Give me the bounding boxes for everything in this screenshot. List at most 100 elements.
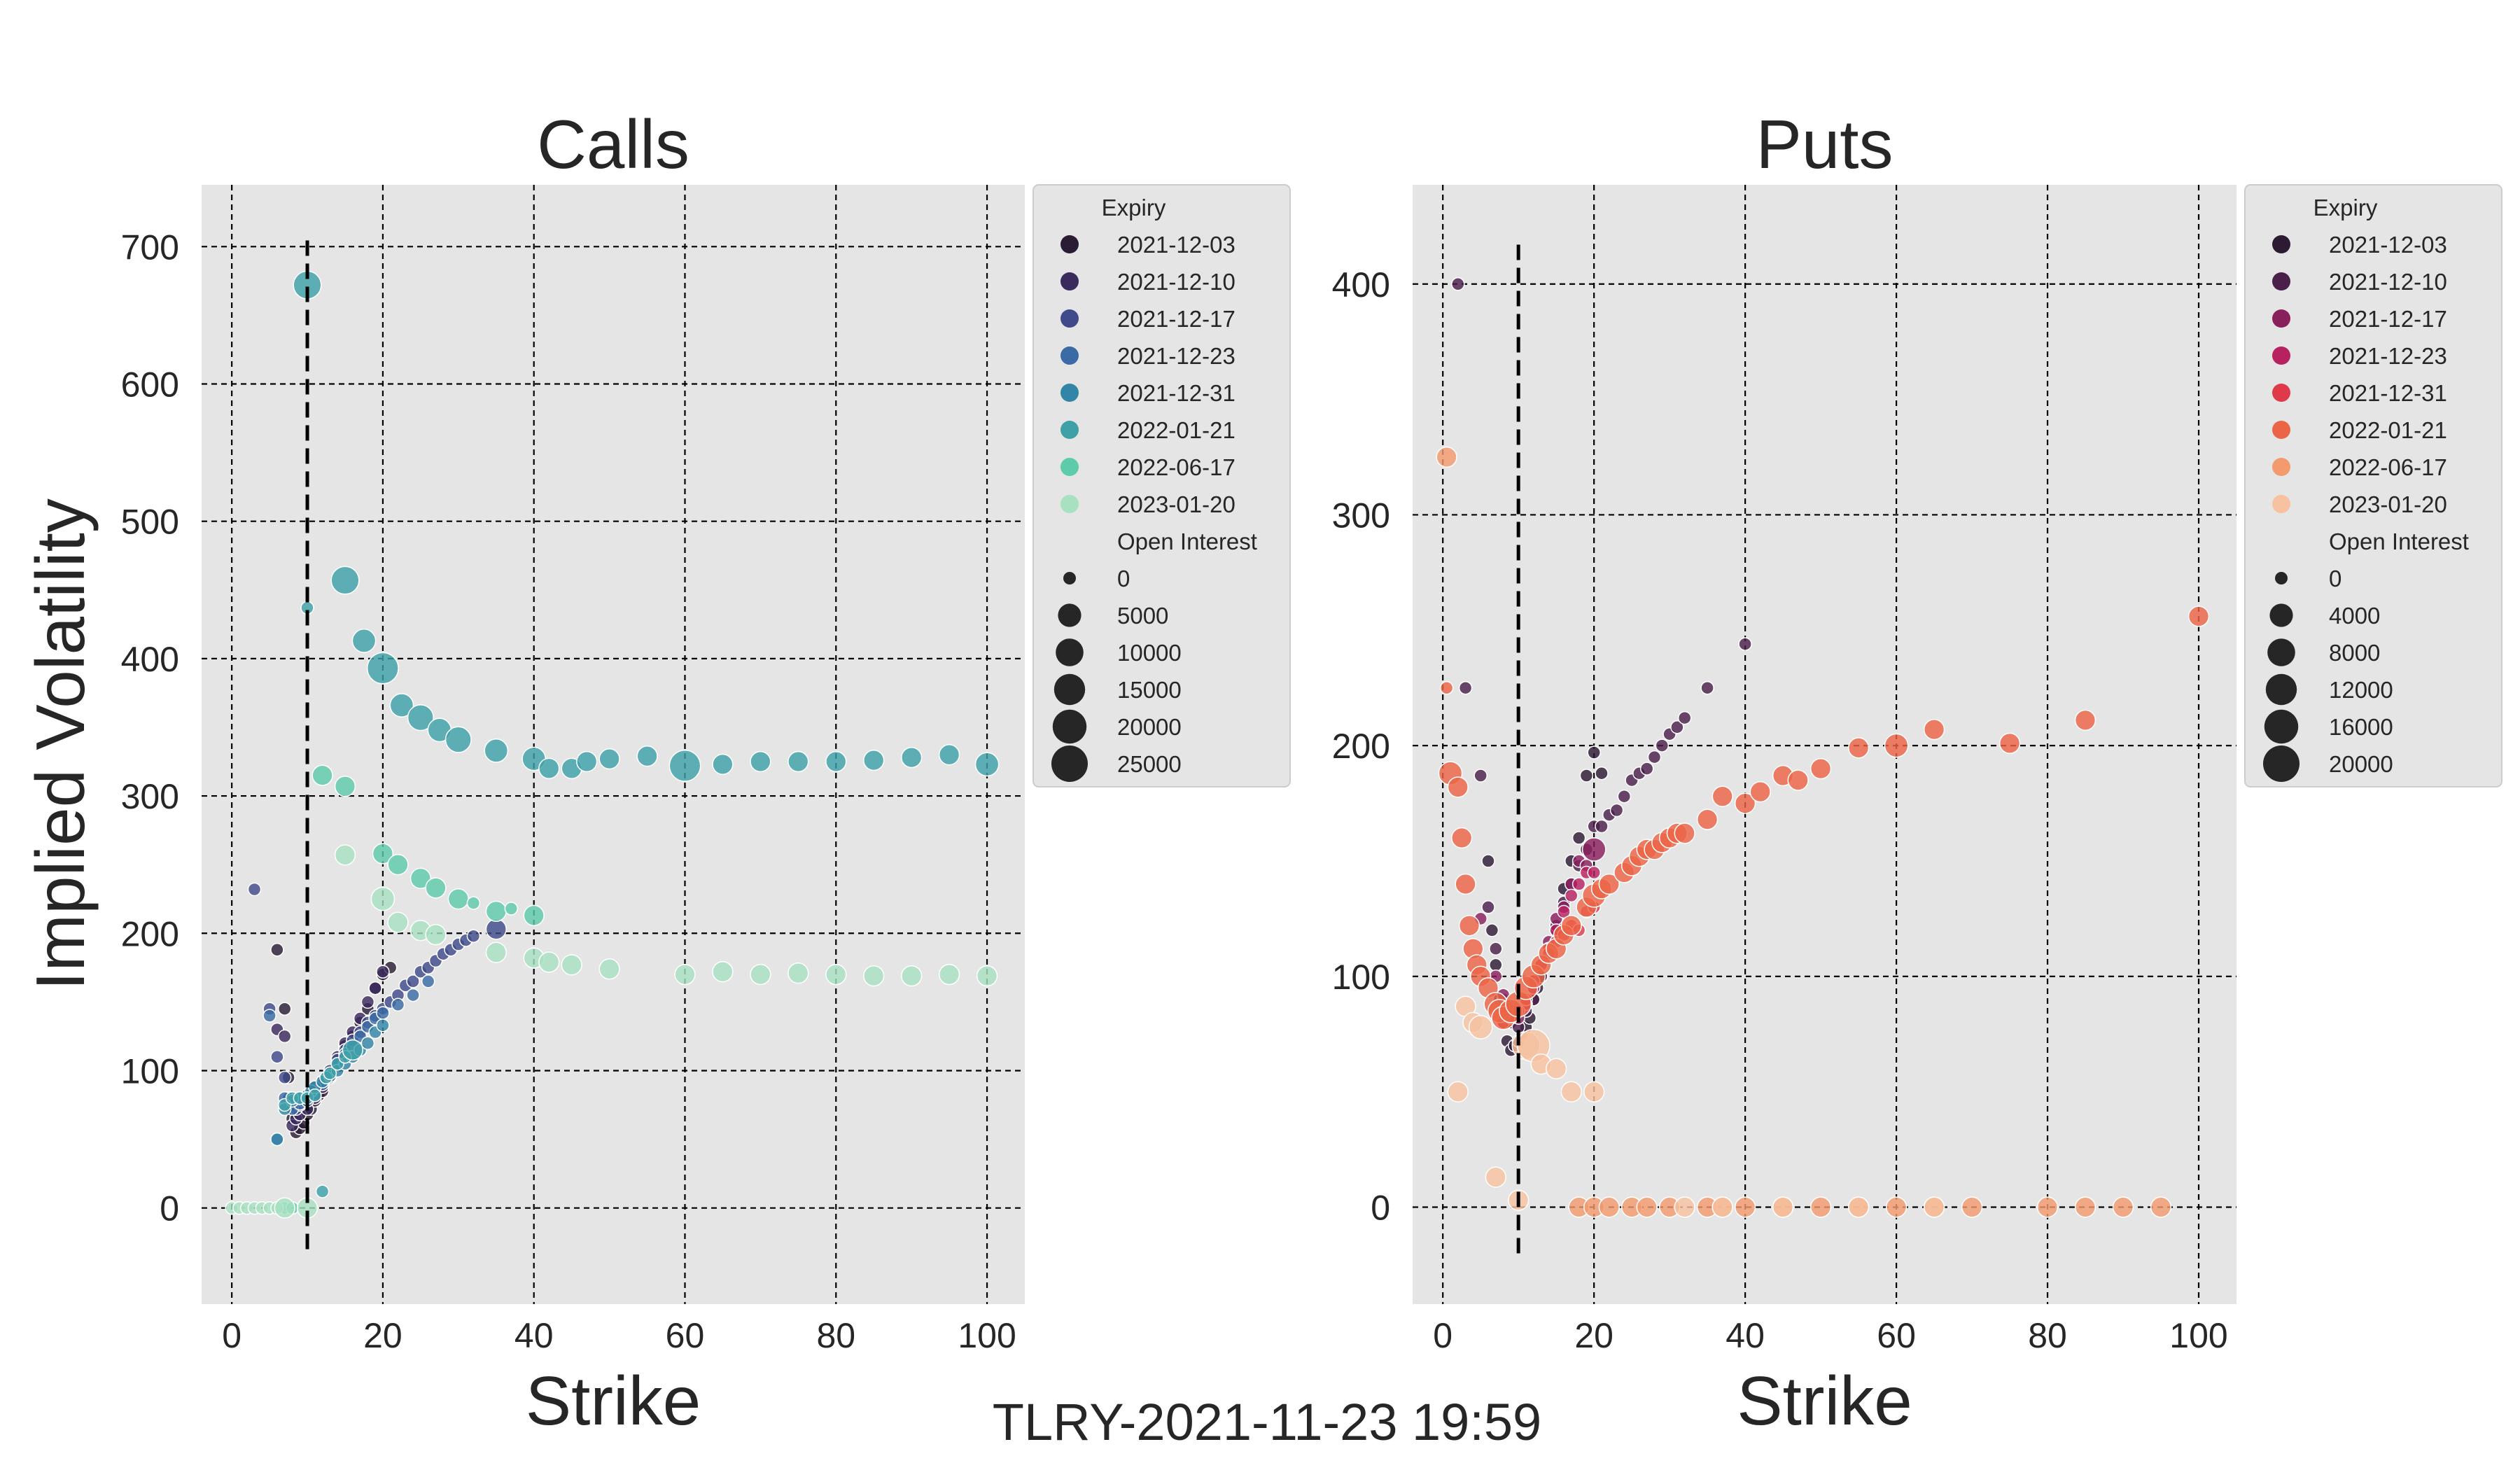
data-point [1468,1015,1493,1040]
legend-size-marker [2267,638,2295,666]
data-point [391,997,405,1012]
x-tick-label: 20 [363,1316,402,1355]
data-point [1636,1196,1658,1218]
data-point [1617,789,1632,804]
data-point [1587,865,1601,880]
data-point [712,961,734,983]
data-point [312,764,333,786]
data-point [387,854,409,876]
legend: Expiry 2021-12-03 2021-12-10 2021-12-17 2021… [2244,184,2502,788]
data-point [1598,1196,1620,1218]
data-point [1847,1196,1870,1218]
y-tick-label: 500 [121,503,179,542]
data-point [825,963,847,986]
legend-size-label: 10000 [1117,640,1182,666]
y-tick-label: 300 [1332,496,1390,535]
legend-size-marker [1051,746,1088,782]
data-point [247,882,262,897]
data-point [447,888,469,910]
legend-label: 2021-12-10 [1117,269,1236,295]
data-point [1451,277,1465,291]
legend-marker [2272,235,2290,253]
data-point [1489,941,1503,956]
data-point [1885,1196,1907,1218]
x-tick-label: 80 [2028,1316,2067,1355]
legend-marker [2272,421,2290,439]
data-point [788,750,809,773]
legend-label: 2021-12-03 [2329,232,2447,258]
data-point [360,995,375,1009]
data-point [668,749,701,782]
data-point [368,981,382,995]
data-point [425,877,447,899]
data-point [1712,1196,1733,1218]
legend-size-marker [1054,673,1086,706]
data-point [376,965,390,979]
legend-size-marker [1052,709,1087,744]
data-point [1489,958,1503,972]
figure-suptitle: TLRY-2021-11-23 19:59 [993,1393,1541,1451]
data-point [376,1018,390,1032]
data-point [1583,1081,1605,1102]
data-point [901,965,923,987]
x-tick-label: 40 [1726,1316,1765,1355]
data-point [387,911,409,933]
x-tick-label: 100 [958,1316,1016,1355]
data-point [1847,737,1870,759]
y-tick-label: 0 [160,1189,179,1228]
panel-title: Calls [537,106,690,183]
plot-background [1413,185,2236,1304]
y-tick-label: 0 [1371,1189,1390,1228]
data-point [674,963,696,986]
data-point [1447,776,1469,798]
data-point [1481,900,1495,914]
legend-marker [2272,346,2290,365]
data-point [485,900,507,923]
x-axis-label: Strike [1737,1362,1912,1439]
data-point [1696,808,1718,830]
y-tick-label: 100 [1332,958,1390,997]
legend-size-marker [1063,572,1076,584]
data-point [1647,750,1662,764]
data-point [1998,732,2021,755]
data-point [598,958,620,980]
data-point [1572,877,1586,891]
y-tick-label: 700 [121,227,179,267]
data-point [421,974,435,988]
legend-label: 2021-12-17 [1117,306,1236,332]
data-point [1579,769,1594,783]
legend-size-label: 0 [2329,566,2342,592]
data-point [334,776,356,797]
data-point [334,844,356,866]
data-point [308,1088,322,1102]
data-point [1564,888,1578,903]
data-point [538,951,560,973]
data-point [370,886,396,911]
data-point [974,752,1000,777]
data-point [2074,1196,2096,1218]
legend-size-marker [2265,673,2297,706]
data-point [366,652,399,685]
data-point [484,738,509,763]
data-point [825,750,847,773]
y-tick-label: 400 [121,640,179,679]
data-point [1734,1196,1756,1218]
data-point [1587,746,1601,760]
data-point [1787,769,1809,791]
data-point [1639,762,1654,776]
data-point [1677,710,1692,725]
data-point [1772,1196,1794,1218]
legend-marker [1060,421,1079,439]
data-point [712,753,734,776]
data-point [938,744,960,766]
data-point [270,1132,284,1147]
legend-label: 2022-01-21 [1117,417,1236,443]
data-point [1455,873,1476,895]
legend-box [2244,184,2502,788]
puts-panel: 0 20 40 60 80 100 0 100 200 300 400 Puts Strike Expir… [1332,106,2502,1439]
data-point [407,704,434,732]
data-point [901,746,923,769]
data-point [466,896,481,910]
legend-size-label: 0 [1117,566,1130,592]
data-point [561,954,582,976]
